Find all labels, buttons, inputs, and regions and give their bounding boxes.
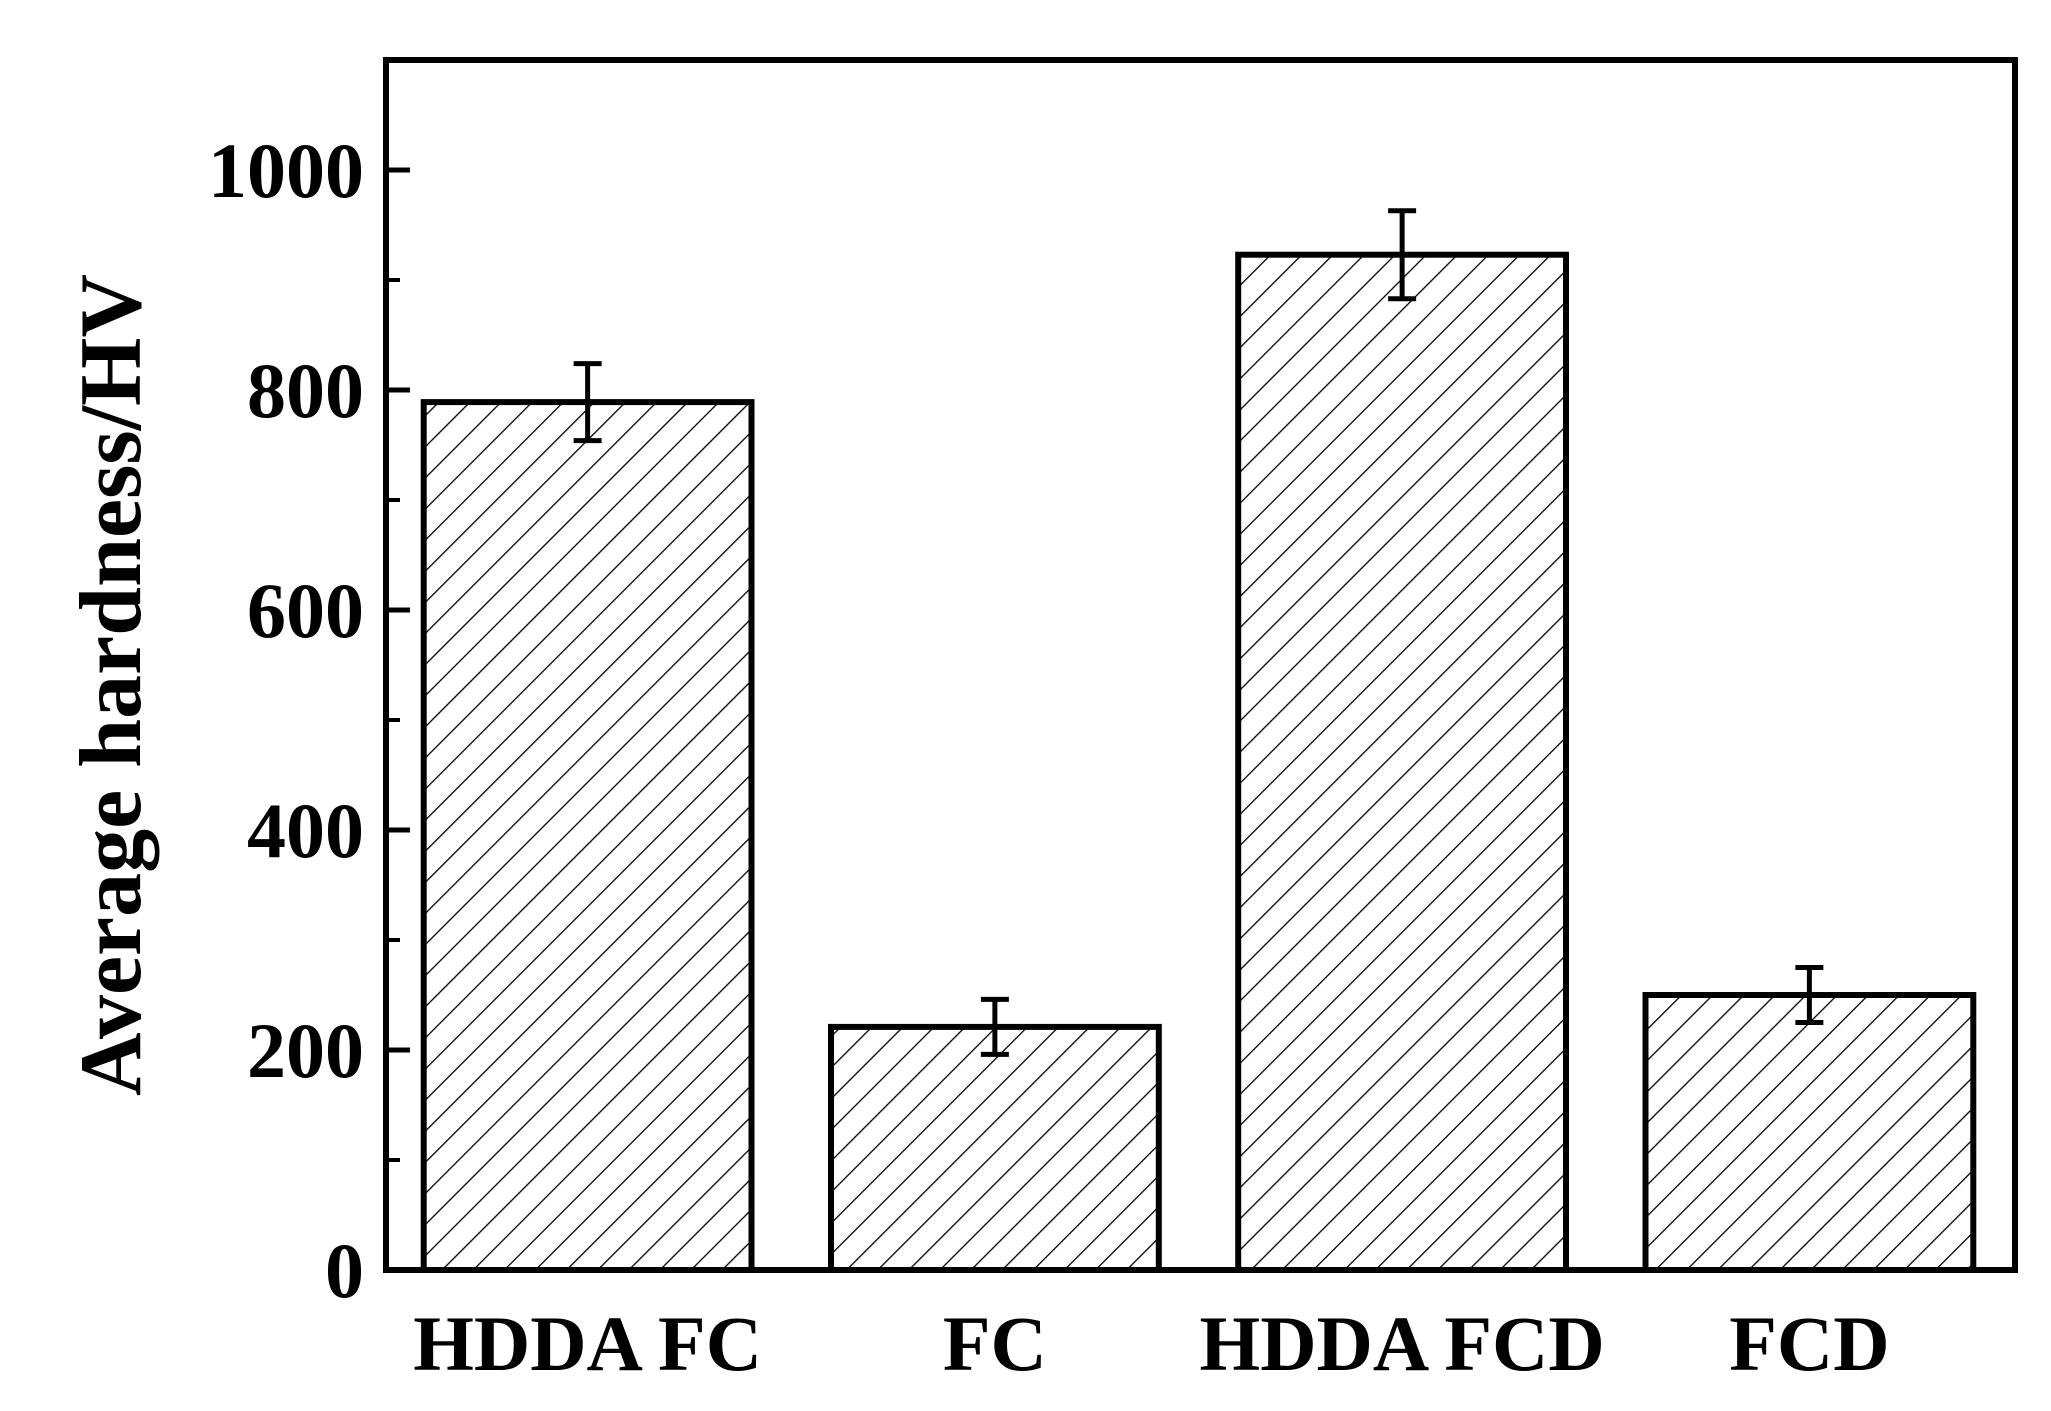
y-axis-tick-labels: 0 200 400 600 800 1000 <box>208 127 364 1314</box>
y-tick-label-800: 800 <box>247 347 364 434</box>
error-bar-hdda-fcd <box>1388 208 1417 302</box>
bar-fc <box>828 1023 1162 1274</box>
plot-frame <box>383 57 2018 1273</box>
x-tick-label-hdda-fcd: HDDA FCD <box>1200 1300 1605 1387</box>
y-axis-ticks <box>386 167 410 1273</box>
y-tick-label-200: 200 <box>247 1007 364 1094</box>
error-bar-fc <box>980 996 1009 1057</box>
y-tick-label-400: 400 <box>247 787 364 874</box>
error-bar-fcd <box>1795 965 1824 1025</box>
y-tick-label-1000: 1000 <box>208 127 364 214</box>
x-axis-tick-labels: HDDA FC FC HDDA FCD FCD <box>413 1300 1889 1387</box>
bar-hdda-fc <box>420 399 755 1274</box>
error-bar-hdda-fc <box>573 361 602 444</box>
y-axis-title: Average hardness/HV <box>63 274 160 1096</box>
x-tick-label-fcd: FCD <box>1729 1300 1889 1387</box>
bar-fcd <box>1642 992 1977 1273</box>
error-bars-group <box>573 208 1824 1057</box>
x-tick-label-hdda-fc: HDDA FC <box>413 1300 762 1387</box>
y-tick-label-600: 600 <box>247 567 364 654</box>
bars-group <box>420 251 1977 1274</box>
x-tick-label-fc: FC <box>943 1300 1047 1387</box>
bar-hdda-fcd <box>1235 251 1569 1273</box>
y-tick-label-0: 0 <box>325 1227 364 1314</box>
